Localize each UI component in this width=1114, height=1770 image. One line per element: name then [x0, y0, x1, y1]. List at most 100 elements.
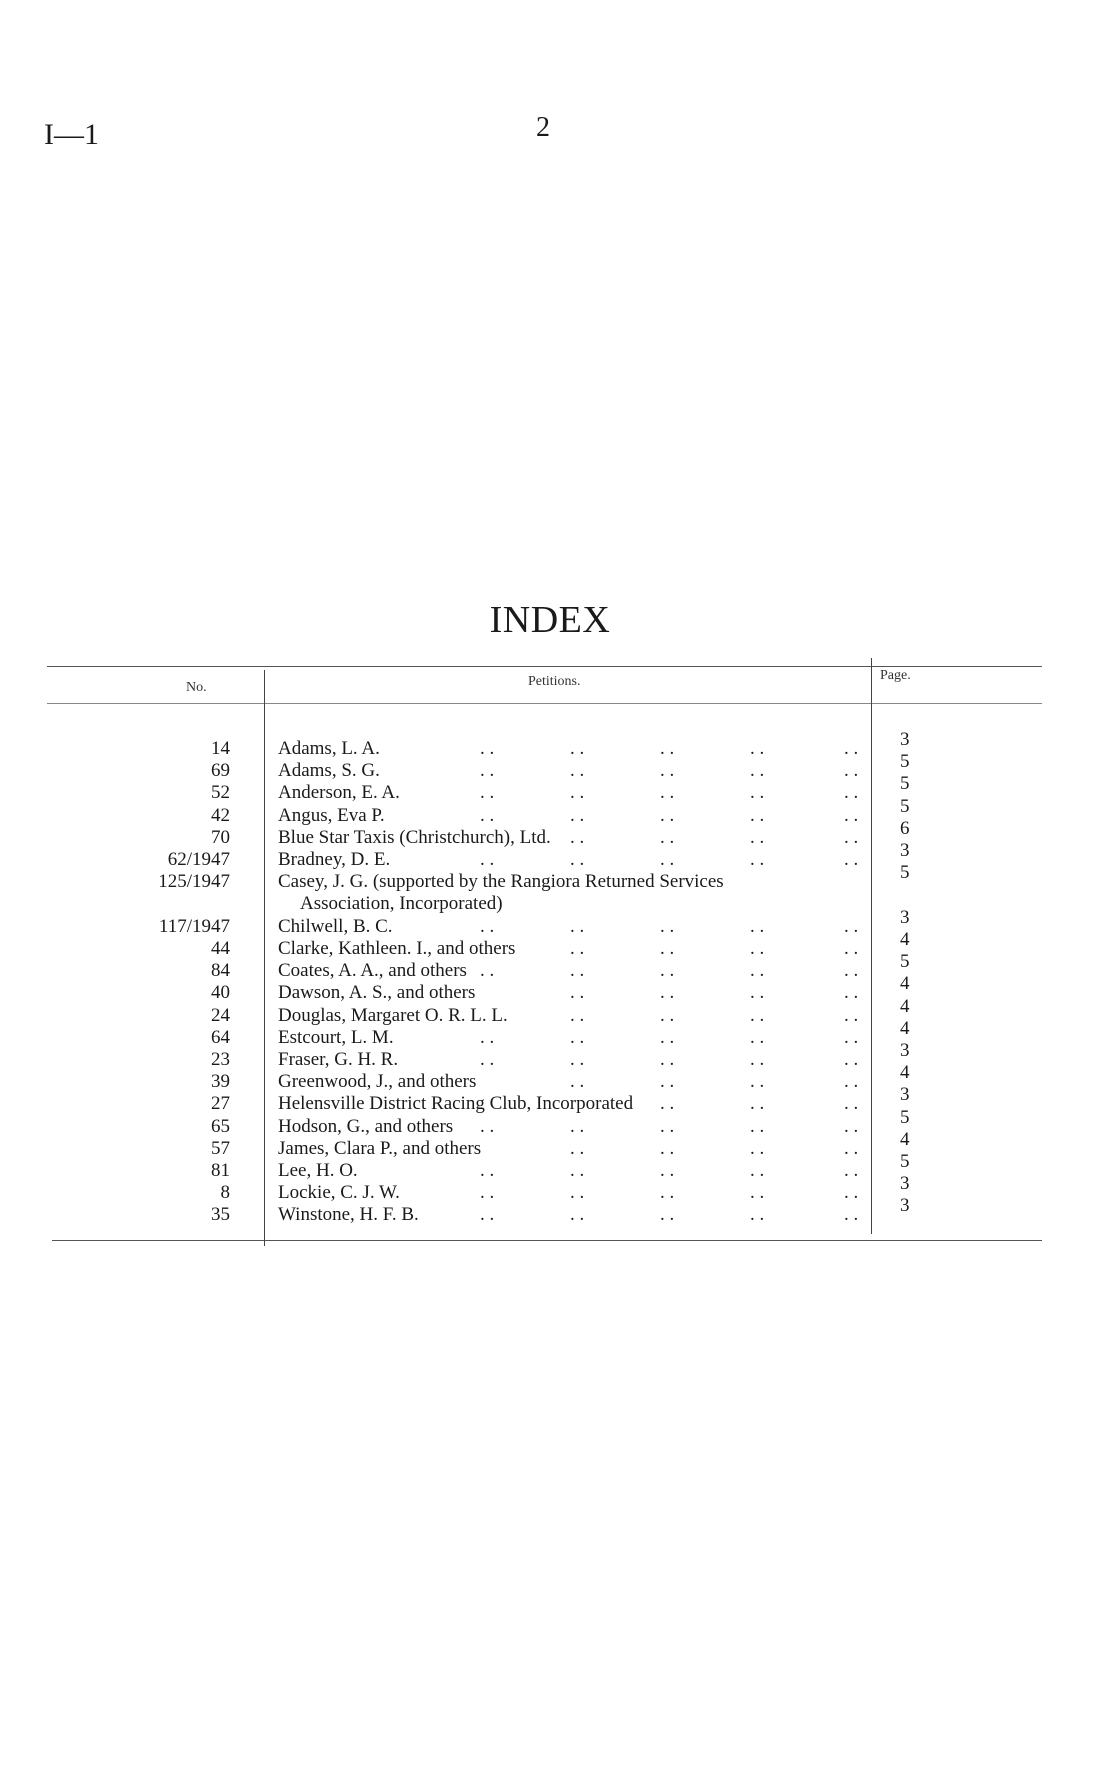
petition-number: 8 [220, 1182, 231, 1204]
page-reference: 3 [900, 906, 910, 928]
dot-leader: . .. .. .. .. . [480, 915, 859, 937]
dot-leader: . .. .. . [660, 1093, 859, 1115]
table-row: 23 Fraser, G. H. R. 3 . .. .. .. .. . [0, 1040, 1114, 1071]
petition-number: 14 [211, 738, 230, 759]
petition-number: 44 [211, 937, 230, 959]
page-reference: 3 [900, 1084, 910, 1106]
header-rule [47, 703, 1042, 704]
petition-name: Chilwell, B. C. [278, 915, 393, 937]
dot-leader: . .. .. .. . [570, 937, 859, 959]
table-row: 70 Blue Star Taxis (Christchurch), Ltd. 6.… [0, 818, 1114, 849]
table-row: 125/1947 Casey, J. G. (supported by the R… [0, 862, 1114, 914]
dot-leader: . .. .. .. . [570, 1137, 859, 1159]
table-row: 52 Anderson, E. A. 5 . .. .. .. .. . [0, 773, 1114, 804]
petition-name: Greenwood, J., and others [278, 1071, 477, 1093]
petition-name: Douglas, Margaret O. R. L. L. [278, 1004, 508, 1026]
petition-number: 81 [211, 1159, 230, 1181]
column-header-no: No. [186, 680, 207, 695]
column-header-petitions: Petitions. [528, 674, 581, 689]
petition-number: 65 [211, 1115, 230, 1137]
dot-leader: . .. .. .. .. . [480, 804, 859, 826]
page-reference: 4 [900, 928, 910, 950]
petition-name: Lee, H. O. [278, 1159, 358, 1181]
page-reference: 3 [900, 729, 910, 750]
dot-leader: . .. .. .. . [570, 1004, 859, 1026]
page-reference: 6 [900, 817, 910, 839]
table-row: 14 Adams, L. A. 3 . .. .. .. .. . [0, 729, 1114, 760]
table-row: 39 Greenwood, J., and others 4 . .. .. .. . [0, 1062, 1114, 1093]
petition-number: 35 [211, 1204, 230, 1226]
dot-leader: . .. .. .. .. . [480, 1048, 859, 1070]
petition-name: Casey, J. G. (supported by the Rangiora … [278, 871, 724, 893]
petition-number: 117/1947 [158, 915, 230, 937]
petition-name-continuation: Association, Incorporated) [300, 893, 503, 915]
dot-leader: . .. .. .. .. . [480, 849, 859, 870]
petition-number: 69 [211, 760, 230, 782]
dot-leader: . .. .. .. . [570, 1071, 859, 1093]
table-row: 117/1947 Chilwell, B. C. 3 . .. .. .. .. . [0, 907, 1114, 938]
petition-number: 64 [211, 1026, 230, 1048]
document-code: I—1 [44, 118, 99, 151]
petition-name: Adams, L. A. [278, 738, 380, 759]
page-reference: 4 [900, 1017, 910, 1039]
page-reference: 4 [900, 1128, 910, 1150]
page-reference: 3 [900, 1173, 910, 1195]
table-row: 44 Clarke, Kathleen. I., and others 4 . .. … [0, 929, 1114, 960]
petition-name: Coates, A. A., and others [278, 960, 467, 982]
page-reference: 5 [900, 862, 910, 884]
dot-leader: . .. .. .. .. . [480, 782, 859, 804]
page-reference: 3 [900, 1195, 910, 1217]
column-divider [264, 670, 265, 1246]
table-bottom-rule [52, 1240, 1042, 1241]
column-header-page: Page. [880, 668, 911, 683]
page-reference: 5 [900, 795, 910, 817]
table-row: 8 Lockie, C. J. W. 3 . .. .. .. .. . [0, 1173, 1114, 1204]
dot-leader: . .. .. .. .. . [480, 1204, 859, 1226]
petition-name: Dawson, A. S., and others [278, 982, 476, 1004]
page-number: 2 [536, 112, 550, 143]
table-row: 40 Dawson, A. S., and others 4 . .. .. .. . [0, 973, 1114, 1004]
petition-name: Hodson, G., and others [278, 1115, 454, 1137]
dot-leader: . .. .. .. .. . [480, 738, 859, 759]
table-row: 84 Coates, A. A., and others 5 . .. .. .. .… [0, 951, 1114, 982]
dot-leader: . .. .. .. .. . [480, 1115, 859, 1137]
page-reference: 5 [900, 951, 910, 973]
dot-leader: . .. .. .. . [570, 982, 859, 1004]
petition-number: 62/1947 [167, 849, 230, 870]
dot-leader: . .. .. .. .. . [480, 1026, 859, 1048]
dot-leader: . .. .. .. .. . [480, 960, 859, 982]
petition-number: 40 [211, 982, 230, 1004]
petition-name: Clarke, Kathleen. I., and others [278, 937, 516, 959]
petition-number: 84 [211, 960, 230, 982]
table-row: 24 Douglas, Margaret O. R. L. L. 4 . .. .. … [0, 996, 1114, 1027]
page-reference: 5 [900, 1106, 910, 1128]
petition-name: Blue Star Taxis (Christchurch), Ltd. [278, 826, 551, 848]
page-title: INDEX [489, 599, 611, 641]
petition-name: Helensville District Racing Club, Incorp… [278, 1093, 634, 1115]
petition-name: Lockie, C. J. W. [278, 1182, 400, 1204]
petition-number: 42 [211, 804, 230, 826]
petition-name: Estcourt, L. M. [278, 1026, 394, 1048]
table-row: 62/1947 Bradney, D. E. 3 . .. .. .. .. . [0, 840, 1114, 871]
page-reference: 5 [900, 1150, 910, 1172]
table-row: 35 Winstone, H. F. B. 3 . .. .. .. .. . [0, 1195, 1114, 1226]
table-row: 27 Helensville District Racing Club, Inco… [0, 1084, 1114, 1115]
petition-name: Fraser, G. H. R. [278, 1048, 399, 1070]
table-top-rule [47, 666, 1042, 667]
petition-number: 27 [211, 1093, 230, 1115]
dot-leader: . .. .. .. .. . [480, 1182, 859, 1204]
petition-name: Anderson, E. A. [278, 782, 400, 804]
petition-name: James, Clara P., and others [278, 1137, 482, 1159]
petition-number: 57 [211, 1137, 230, 1159]
petition-name: Adams, S. G. [278, 760, 380, 782]
petition-name: Angus, Eva P. [278, 804, 385, 826]
page-reference: 3 [900, 840, 910, 861]
dot-leader: . .. .. .. .. . [480, 1159, 859, 1181]
table-row: 69 Adams, S. G. 5 . .. .. .. .. . [0, 751, 1114, 782]
table-row: 65 Hodson, G., and others 5 . .. .. .. .. . [0, 1107, 1114, 1138]
page-reference: 4 [900, 973, 910, 995]
page-reference: 3 [900, 1039, 910, 1061]
page-reference: 4 [900, 995, 910, 1017]
petition-number: 39 [211, 1071, 230, 1093]
